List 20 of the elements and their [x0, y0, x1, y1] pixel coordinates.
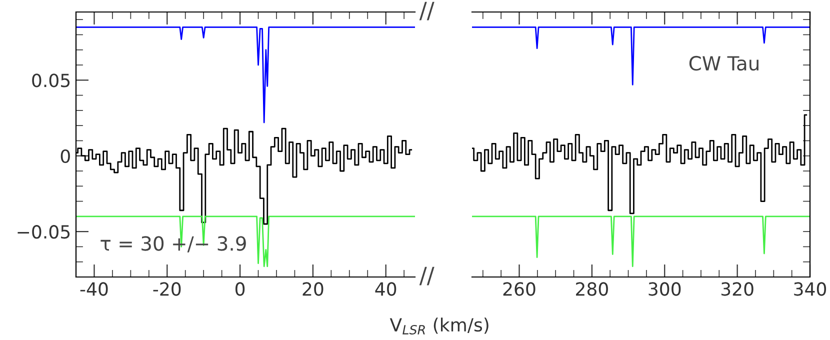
x-axis-title: V$_{LSR}$ (km/s)	[390, 318, 488, 335]
text: //	[419, 2, 434, 20]
x-tick-label: 340	[794, 282, 826, 296]
x-tick-label: -40	[80, 282, 108, 296]
y-tick-label: 0.05	[32, 74, 70, 88]
line-series	[76, 26, 415, 124]
x-tick-label: 260	[503, 282, 536, 296]
text: //	[419, 266, 434, 286]
x-tick-label: -20	[153, 282, 181, 296]
x-tick-label: 320	[721, 282, 754, 296]
annotation: CW Tau	[689, 56, 758, 71]
annotation: τ = 30 +/− 3.9	[100, 236, 246, 252]
x-tick-label: 40	[375, 282, 396, 296]
y-tick-label: −0.05	[18, 225, 70, 239]
line-series	[76, 216, 415, 268]
x-tick-label: 0	[235, 282, 245, 296]
x-tick-label: 300	[648, 282, 681, 296]
x-tick-label: 20	[302, 282, 324, 296]
y-tick-label: 0	[60, 149, 70, 163]
x-tick-label: 280	[576, 282, 608, 296]
